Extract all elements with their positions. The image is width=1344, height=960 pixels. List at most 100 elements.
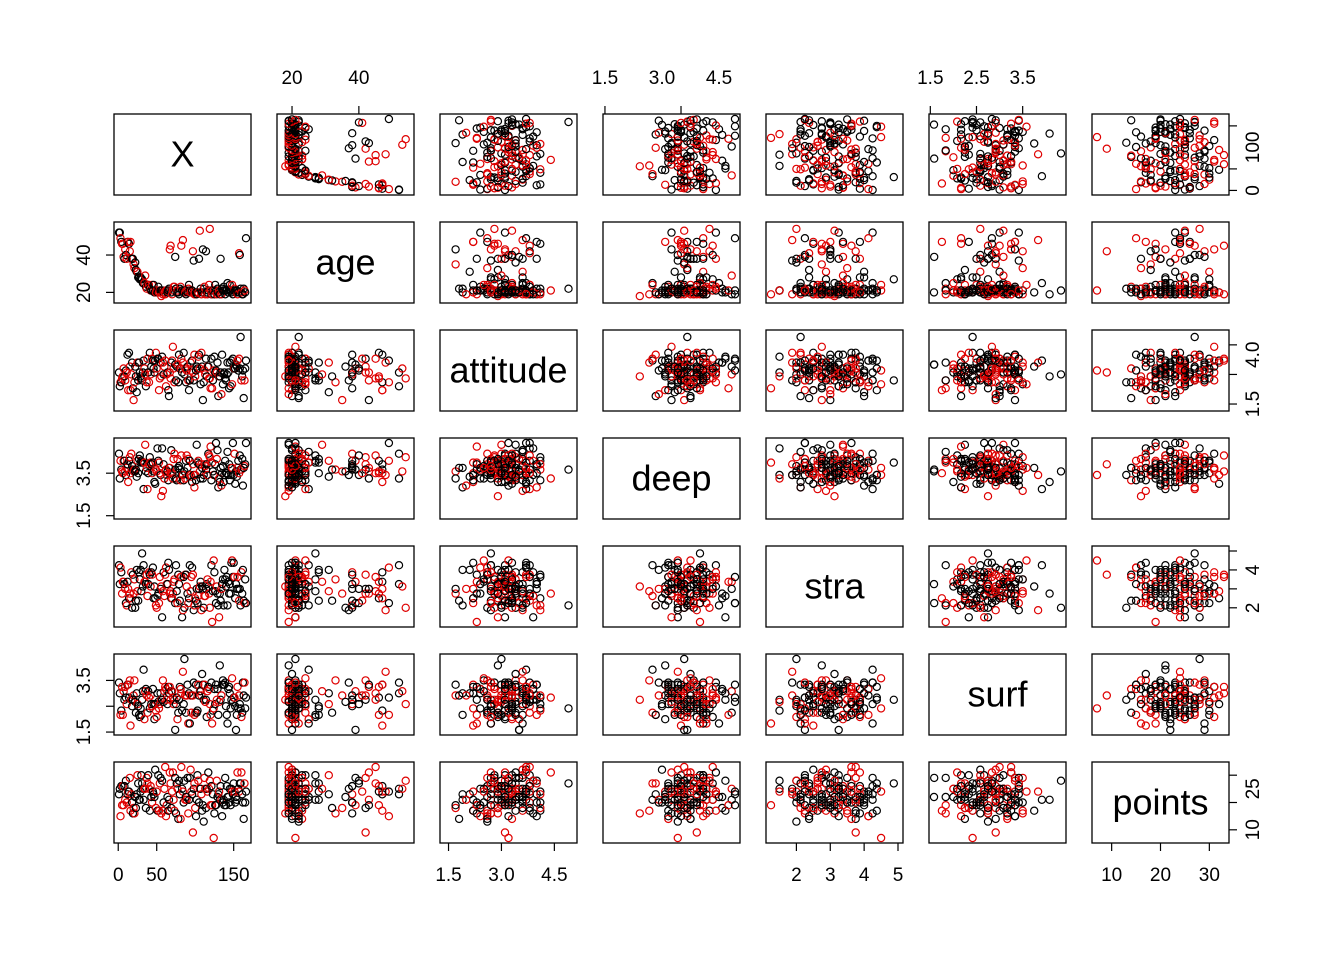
data-point — [507, 226, 517, 235]
data-point — [384, 114, 394, 124]
data-point — [1136, 263, 1146, 273]
data-point — [930, 598, 939, 608]
panel-age-vs-surf — [928, 221, 1067, 304]
panel-frame — [113, 113, 252, 196]
data-point — [317, 171, 327, 180]
data-point — [497, 440, 506, 449]
data-point — [826, 128, 835, 137]
panel-X-vs-age — [276, 113, 415, 196]
data-point — [999, 252, 1008, 262]
data-point — [817, 184, 827, 193]
data-point — [792, 254, 801, 263]
data-point — [476, 228, 485, 237]
data-point — [511, 440, 520, 449]
data-point — [201, 247, 211, 256]
data-point — [817, 147, 827, 156]
panel-stra-vs-deep — [602, 545, 741, 628]
data-point — [287, 115, 297, 124]
data-point — [1156, 115, 1165, 124]
data-point — [792, 164, 801, 174]
data-point — [472, 286, 481, 295]
data-point — [673, 235, 683, 245]
data-point — [170, 252, 180, 262]
data-point — [1056, 467, 1066, 476]
data-point — [140, 271, 150, 280]
data-point — [1029, 463, 1039, 473]
data-point — [1170, 166, 1180, 175]
data-point — [964, 613, 974, 622]
data-point — [838, 271, 848, 280]
data-point — [702, 290, 711, 299]
data-point — [338, 395, 347, 405]
variable-label: attitude — [449, 350, 567, 391]
data-point — [518, 145, 527, 155]
panel-frame — [1091, 437, 1230, 520]
panel-frame — [113, 221, 252, 304]
data-point — [670, 119, 679, 129]
data-point — [1156, 140, 1165, 150]
data-point — [291, 613, 300, 622]
data-point — [635, 582, 645, 591]
data-point — [1092, 132, 1102, 142]
data-point — [788, 290, 797, 299]
data-point — [1018, 247, 1027, 256]
data-point — [532, 140, 541, 150]
data-point — [868, 171, 877, 181]
data-point — [483, 168, 492, 178]
data-point — [692, 247, 702, 256]
data-point — [294, 332, 303, 342]
data-point — [987, 438, 997, 448]
data-point — [1146, 446, 1155, 455]
data-point — [800, 163, 810, 172]
data-point — [868, 185, 877, 195]
data-point — [830, 125, 839, 135]
data-point — [210, 568, 219, 577]
data-point — [529, 613, 538, 622]
data-point — [1190, 451, 1199, 460]
data-point — [766, 384, 776, 393]
data-point — [1141, 154, 1151, 164]
data-point — [1180, 256, 1190, 265]
data-point — [154, 386, 164, 395]
data-point — [348, 181, 357, 190]
data-point — [788, 144, 797, 153]
data-point — [792, 138, 801, 147]
panel-age-vs-points — [1091, 221, 1230, 304]
panel-age-vs-deep — [602, 221, 741, 304]
data-point — [859, 267, 869, 276]
data-point — [775, 352, 784, 361]
data-point — [469, 146, 478, 155]
data-point — [1102, 144, 1112, 153]
data-point — [689, 115, 698, 125]
data-point — [695, 549, 705, 558]
data-point — [497, 125, 506, 135]
data-point — [813, 141, 822, 150]
data-point — [876, 132, 886, 142]
data-point — [348, 449, 357, 458]
data-point — [192, 440, 201, 449]
data-point — [1195, 161, 1204, 171]
data-point — [949, 477, 958, 487]
data-point — [483, 449, 492, 458]
data-point — [178, 235, 188, 245]
data-point — [324, 456, 333, 465]
data-point — [1180, 119, 1190, 128]
data-point — [937, 594, 947, 603]
panel-age-vs-age: age — [276, 221, 415, 304]
data-point — [381, 606, 390, 615]
data-point — [949, 165, 958, 175]
data-point — [1056, 286, 1066, 295]
data-point — [1010, 395, 1020, 405]
data-point — [1141, 463, 1151, 473]
data-point — [1156, 124, 1165, 133]
data-point — [872, 121, 882, 131]
data-point — [1141, 161, 1151, 170]
data-point — [1219, 451, 1229, 460]
panel-frame — [439, 113, 578, 196]
data-point — [686, 254, 695, 263]
data-point — [788, 139, 797, 149]
data-point — [834, 182, 843, 192]
data-point — [521, 119, 531, 128]
data-point — [1045, 372, 1054, 381]
data-point — [1205, 163, 1214, 173]
